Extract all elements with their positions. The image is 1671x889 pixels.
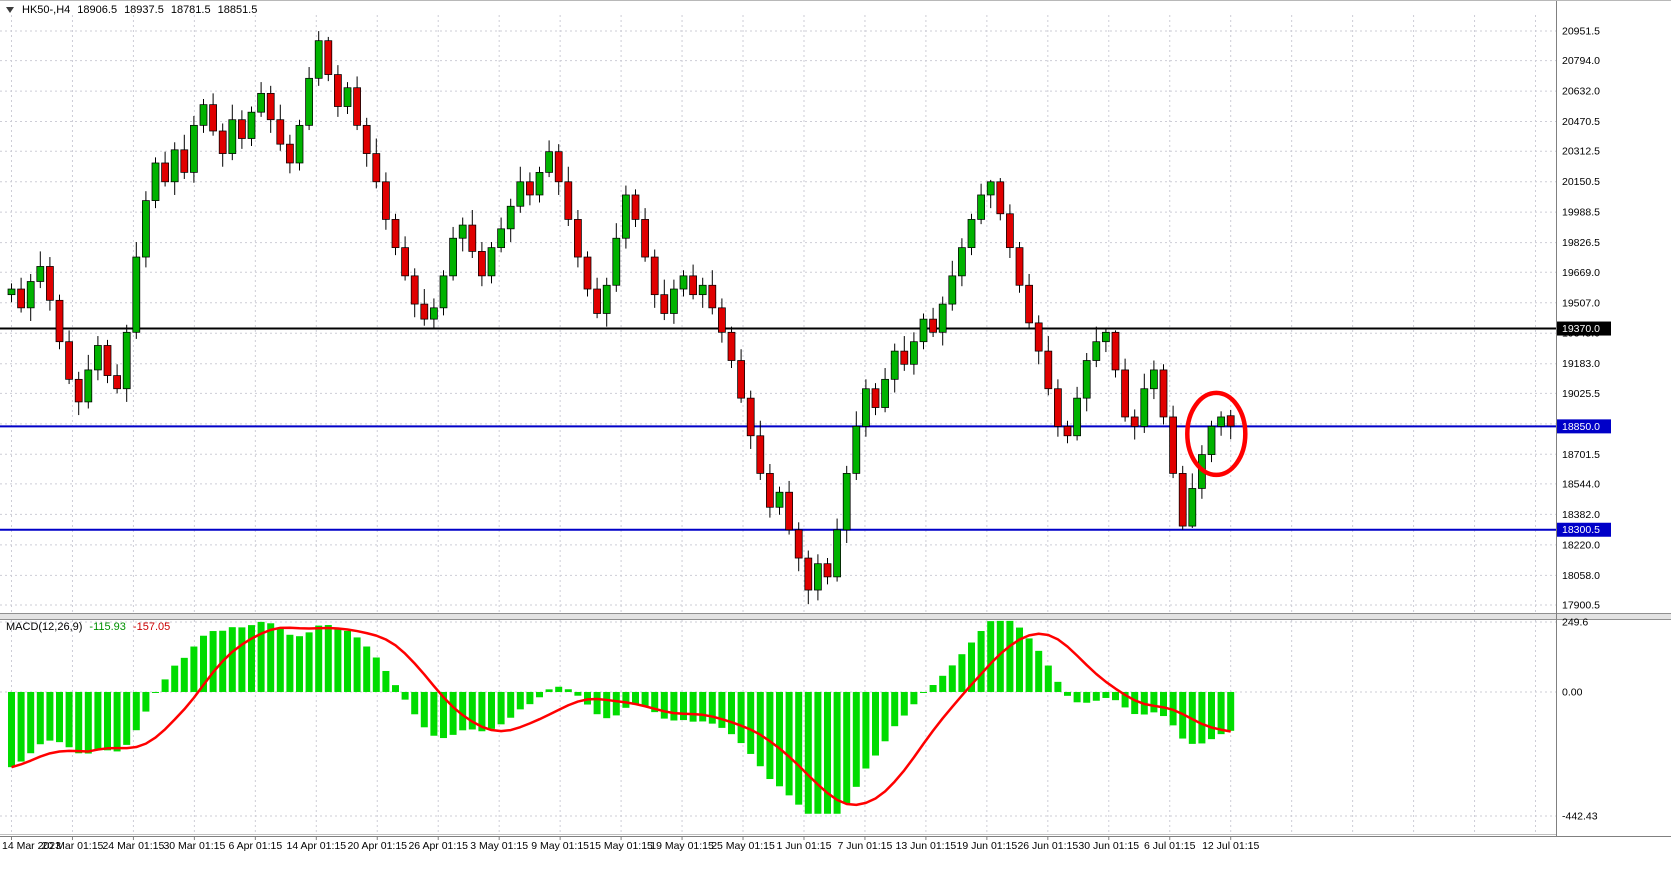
high-value: 18937.5 (124, 4, 164, 16)
svg-text:19 Jun 01:15: 19 Jun 01:15 (957, 840, 1018, 852)
svg-text:18382.0: 18382.0 (1562, 509, 1600, 521)
macd-main-value: -115.93 (89, 621, 126, 633)
svg-text:19988.5: 19988.5 (1562, 207, 1600, 219)
ohlc-header: HK50-,H4 18906.5 18937.5 18781.5 18851.5 (6, 4, 257, 16)
svg-text:18850.0: 18850.0 (1562, 421, 1600, 433)
candles-layer (7, 31, 1235, 605)
svg-text:14 Mar 2023: 14 Mar 2023 (2, 840, 61, 852)
svg-text:20312.5: 20312.5 (1562, 146, 1600, 158)
svg-text:20470.5: 20470.5 (1562, 116, 1600, 128)
svg-text:15 May 01:15: 15 May 01:15 (589, 840, 653, 852)
price-tag: 18300.5 (1557, 522, 1611, 537)
svg-text:249.6: 249.6 (1562, 617, 1588, 629)
symbol-period-label: HK50-,H4 (22, 4, 71, 16)
svg-text:0.00: 0.00 (1562, 686, 1583, 698)
price-tag: 19370.0 (1557, 321, 1611, 336)
macd-info: MACD(12,26,9) -115.93 -157.05 (6, 621, 170, 633)
svg-text:1 Jun 01:15: 1 Jun 01:15 (777, 840, 832, 852)
svg-text:19025.5: 19025.5 (1562, 388, 1600, 400)
svg-text:19370.0: 19370.0 (1562, 323, 1600, 335)
macd-label: MACD(12,26,9) (6, 621, 83, 633)
svg-text:19669.0: 19669.0 (1562, 267, 1600, 279)
panel-chrome (0, 1, 1671, 837)
low-value: 18781.5 (170, 4, 211, 16)
panel-splitter[interactable] (0, 613, 1671, 620)
macd-signal-value: -157.05 (132, 621, 171, 633)
svg-text:20794.0: 20794.0 (1562, 55, 1600, 67)
svg-text:7 Jun 01:15: 7 Jun 01:15 (837, 840, 892, 852)
svg-text:6 Jul 01:15: 6 Jul 01:15 (1144, 840, 1196, 852)
svg-text:20632.0: 20632.0 (1562, 86, 1600, 98)
svg-text:20150.5: 20150.5 (1562, 176, 1600, 188)
svg-text:14 Apr 01:15: 14 Apr 01:15 (287, 840, 347, 852)
svg-text:13 Jun 01:15: 13 Jun 01:15 (896, 840, 957, 852)
svg-text:18058.0: 18058.0 (1562, 570, 1600, 582)
svg-text:30 Jun 01:15: 30 Jun 01:15 (1078, 840, 1139, 852)
macd-scale[interactable]: 249.6 0.00 -442.43 (1562, 617, 1598, 823)
svg-text:20951.5: 20951.5 (1562, 26, 1600, 38)
annotation-circle (1185, 390, 1248, 478)
macd-histogram-layer (8, 620, 1235, 814)
svg-text:19507.0: 19507.0 (1562, 297, 1600, 309)
svg-text:12 Jul 01:15: 12 Jul 01:15 (1202, 840, 1259, 852)
svg-text:26 Jun 01:15: 26 Jun 01:15 (1017, 840, 1078, 852)
close-value: 18851.5 (217, 4, 258, 16)
svg-text:6 Apr 01:15: 6 Apr 01:15 (228, 840, 282, 852)
svg-text:30 Mar 01:15: 30 Mar 01:15 (163, 840, 225, 852)
svg-text:19 May 01:15: 19 May 01:15 (650, 840, 714, 852)
svg-text:17900.5: 17900.5 (1562, 600, 1600, 612)
svg-text:18300.5: 18300.5 (1562, 524, 1600, 536)
svg-text:20 Mar 01:15: 20 Mar 01:15 (42, 840, 104, 852)
svg-text:18544.0: 18544.0 (1562, 478, 1600, 490)
symbol-dropdown-icon (6, 7, 14, 13)
svg-text:19826.5: 19826.5 (1562, 237, 1600, 249)
svg-text:26 Apr 01:15: 26 Apr 01:15 (408, 840, 468, 852)
svg-text:20 Apr 01:15: 20 Apr 01:15 (347, 840, 407, 852)
svg-text:18220.0: 18220.0 (1562, 539, 1600, 551)
svg-text:9 May 01:15: 9 May 01:15 (531, 840, 589, 852)
macd-signal-line (11, 626, 1231, 807)
svg-text:-442.43: -442.43 (1562, 811, 1598, 823)
svg-text:3 May 01:15: 3 May 01:15 (470, 840, 528, 852)
open-value: 18906.5 (77, 4, 118, 16)
svg-text:25 May 01:15: 25 May 01:15 (711, 840, 775, 852)
svg-text:19183.0: 19183.0 (1562, 358, 1600, 370)
price-tag: 18850.0 (1557, 419, 1611, 434)
svg-text:18701.5: 18701.5 (1562, 449, 1600, 461)
levels-layer[interactable] (0, 327, 1556, 531)
svg-text:24 Mar 01:15: 24 Mar 01:15 (102, 840, 164, 852)
